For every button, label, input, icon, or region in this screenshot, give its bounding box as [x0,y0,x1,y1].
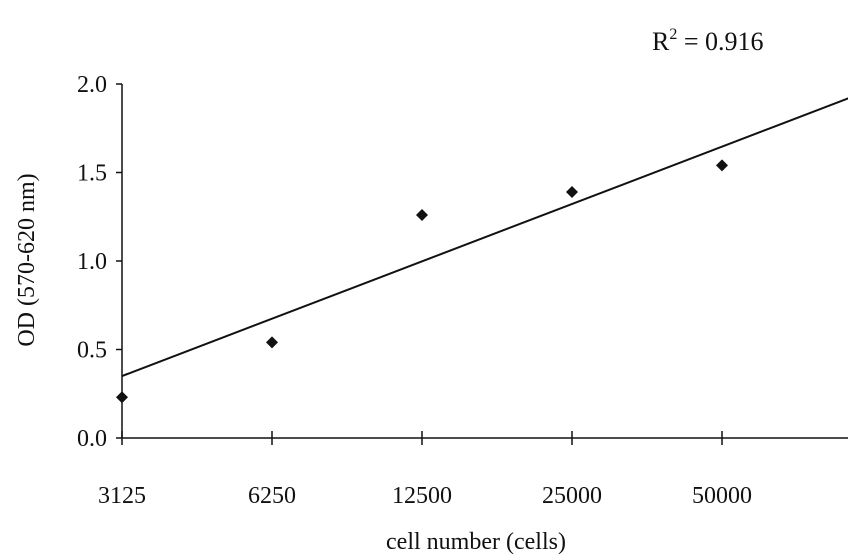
r-squared-sup: 2 [669,26,677,43]
x-tick-label: 12500 [392,483,452,509]
trendline [121,97,848,377]
y-tick-label: 0.5 [77,338,107,364]
x-tick-label: 25000 [542,483,602,509]
data-point [416,208,428,221]
y-tick-label: 1.5 [77,161,107,187]
y-tick-label: 2.0 [77,72,107,98]
x-tick-label: 3125 [98,483,146,509]
r-squared-annotation: R2 = 0.916 [652,26,764,56]
y-axis-label: OD (570-620 nm) [14,173,40,346]
x-tick-label: 50000 [692,483,752,509]
x-tick-label: 6250 [248,483,296,509]
r-squared-prefix: R [652,27,670,56]
x-ticks: 3125 6250 12500 25000 50000 [98,431,752,509]
data-point [116,391,128,404]
data-point [716,159,728,172]
data-point [566,185,578,198]
data-point [266,336,278,349]
x-axis-label: cell number (cells) [386,529,566,555]
y-tick-label: 0.0 [77,426,107,452]
r-squared-value: = 0.916 [677,27,763,56]
y-tick-label: 1.0 [77,249,107,275]
y-ticks: 0.0 0.5 1.0 1.5 2.0 [77,72,122,452]
data-points [116,159,728,404]
